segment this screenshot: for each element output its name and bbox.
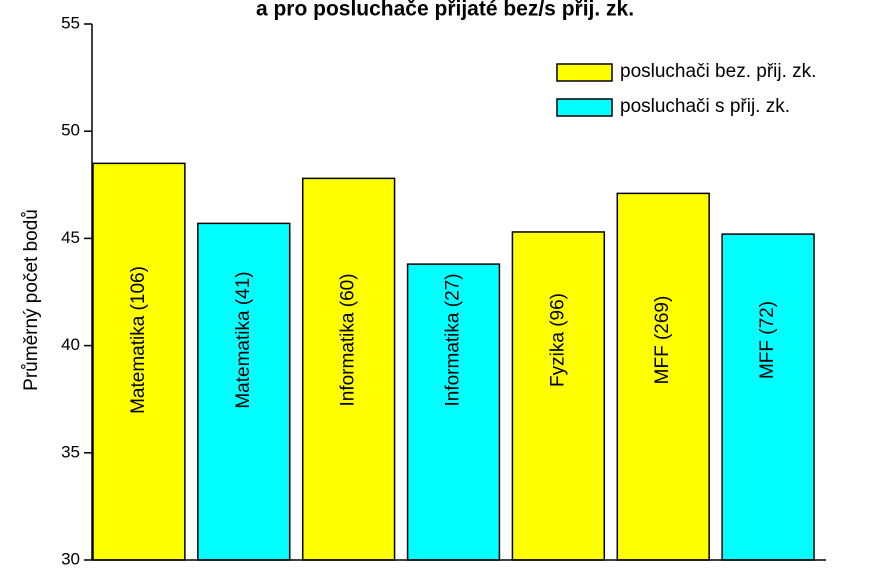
legend-swatch [556, 63, 613, 82]
legend-label: posluchači bez. přij. zk. [620, 61, 816, 82]
bar-label: Informatika (60) [338, 273, 359, 406]
bar-label: Matematika (41) [233, 271, 254, 408]
bar [511, 231, 606, 561]
y-axis-label: Průměrný počet bodů [21, 209, 42, 391]
bar-label: Fyzika (96) [547, 293, 568, 387]
y-tick-label: 35 [61, 442, 80, 461]
legend-label: posluchači s přij. zk. [620, 96, 790, 117]
y-tick-label: 30 [61, 549, 80, 566]
y-tick-label: 45 [61, 228, 80, 247]
legend-swatch [556, 98, 613, 117]
bar-label: Informatika (27) [443, 273, 464, 406]
bar [92, 162, 186, 561]
bar [301, 177, 396, 561]
bar [616, 192, 710, 561]
y-tick-label: 50 [61, 121, 80, 140]
y-tick-label: 55 [61, 13, 80, 32]
y-tick-label: 40 [61, 335, 80, 354]
bar-label: Matematika (106) [128, 266, 149, 414]
bar [721, 233, 815, 561]
bar-label: MFF (72) [757, 301, 778, 379]
bar [406, 263, 501, 561]
chart-title: a pro posluchače přijaté bez/s přij. zk. [256, 0, 634, 21]
bar-label: MFF (269) [652, 296, 673, 385]
bar [197, 222, 291, 561]
